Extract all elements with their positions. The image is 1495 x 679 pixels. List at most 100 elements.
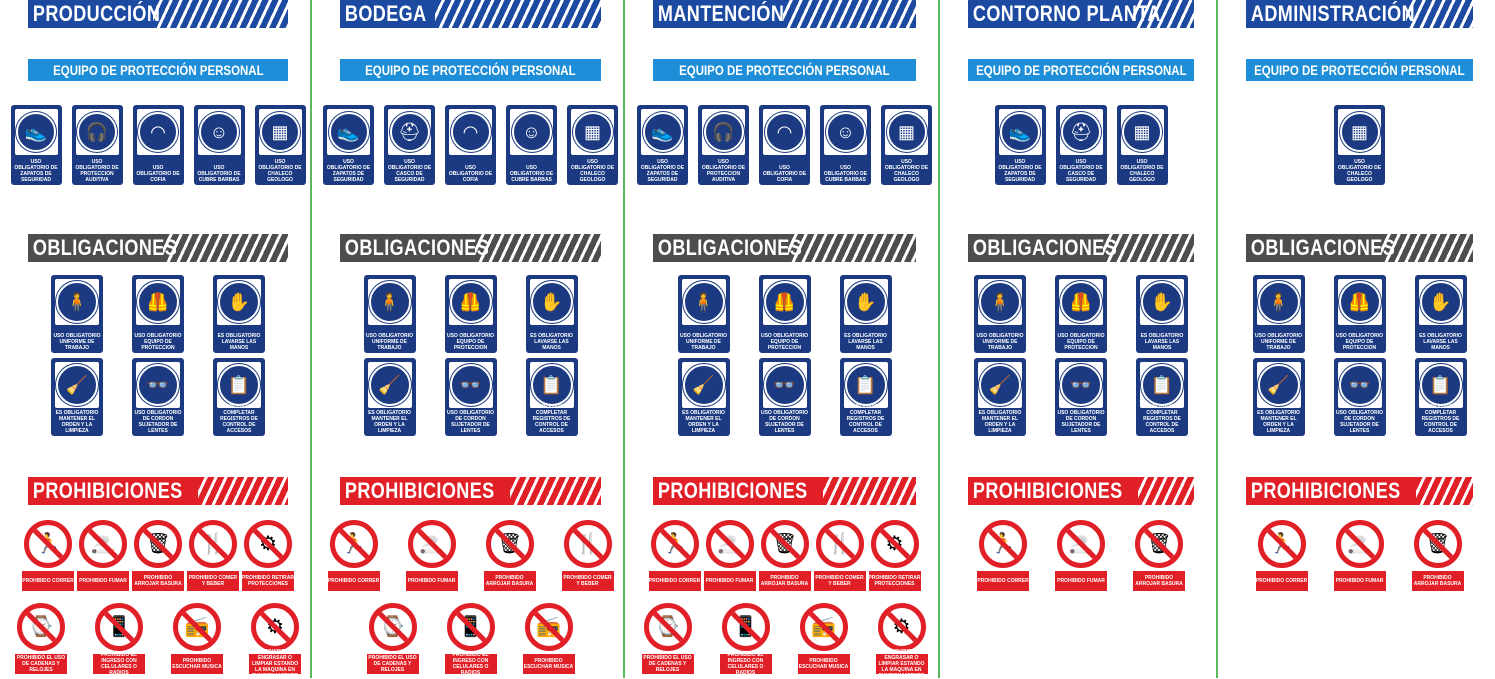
celulares-icon: 📱 bbox=[95, 603, 143, 651]
musica-icon: 📻 bbox=[799, 603, 848, 651]
prohibition-caption: PROHIBIDO ESCUCHAR MUSICA bbox=[522, 654, 575, 674]
sign-pictogram: 👟 bbox=[641, 109, 684, 155]
registros-icon: 📋 bbox=[530, 364, 573, 406]
prohibiciones-banner: PROHIBICIONES bbox=[28, 477, 288, 505]
epp-sign-barbas: ☺ USO OBLIGATORIO DE CUBRE BARBAS bbox=[820, 105, 871, 185]
column-divider bbox=[1216, 0, 1218, 678]
epp-section-header: EQUIPO DE PROTECCIÓN PERSONAL bbox=[1246, 59, 1473, 81]
decorative-stripes bbox=[475, 234, 601, 262]
sign-caption: USO OBLIGATORIO DE ZAPATOS DE SEGURIDAD bbox=[326, 159, 371, 183]
sign-pictogram: 📋 bbox=[1140, 362, 1184, 408]
obligation-sign-uniforme: 🧍 USO OBLIGATORIO UNIFORME DE TRABAJO bbox=[974, 275, 1026, 353]
cofia-icon: ◠ bbox=[764, 112, 805, 152]
sign-pictogram: ✋ bbox=[529, 279, 574, 325]
sign-pictogram: 🧹 bbox=[681, 362, 726, 408]
obligation-sign-lentes: 👓 USO OBLIGATORIO DE CORDON SUJETADOR DE … bbox=[758, 358, 811, 436]
sign-caption: USO OBLIGATORIO DE ZAPATOS DE SEGURIDAD bbox=[998, 159, 1042, 183]
sign-pictogram: ⛑ bbox=[1059, 109, 1103, 155]
equipo-icon: 🦺 bbox=[1060, 281, 1102, 323]
prohibition-caption: PROHIBIDO CORRER bbox=[22, 571, 74, 591]
decorative-stripes bbox=[1406, 0, 1473, 28]
obligaciones-title: OBLIGACIONES bbox=[972, 235, 1118, 260]
prohibition-sign-engrasar: ⚙ PROHIBIDO ENGRASAR O LIMPIAR ESTANDO LA… bbox=[249, 603, 301, 679]
prohibition-caption: PROHIBIDO ARROJAR BASURA bbox=[758, 571, 811, 591]
casco-icon: ⛑ bbox=[1061, 112, 1101, 152]
prohibition-caption: PROHIBIDO COMER Y BEBER bbox=[561, 571, 614, 591]
obligation-sign-uniforme: 🧍 USO OBLIGATORIO UNIFORME DE TRABAJO bbox=[1252, 275, 1305, 353]
pictogram: ⌚ bbox=[28, 616, 54, 638]
fumar-icon: 🚬 bbox=[407, 520, 456, 568]
epp-sign-cofia: ◠ USO OBLIGATORIO DE COFIA bbox=[445, 105, 496, 185]
decorative-stripes bbox=[1381, 234, 1473, 262]
prohibition-sign-protecciones: ⚙ PROHIBIDO RETIRAR PROTECCIONES bbox=[242, 520, 294, 592]
obligation-sign-equipo: 🦺 USO OBLIGATORIO EQUIPO DE PROTECCION bbox=[444, 275, 497, 353]
sign-pictogram: 🧹 bbox=[978, 362, 1022, 408]
epp-sign-chaleco: ▦ USO OBLIGATORIO DE CHALECO GEOLOGO bbox=[567, 105, 618, 185]
area-column: ADMINISTRACIÓN EQUIPO DE PROTECCIÓN PERSO… bbox=[1218, 0, 1495, 678]
pictogram: 📻 bbox=[184, 616, 210, 638]
pictogram: ⚙ bbox=[892, 616, 911, 638]
sign-caption: ES OBLIGATORIO MANTENER EL ORDEN Y LA LI… bbox=[978, 410, 1022, 434]
decorative-stripes bbox=[1103, 234, 1194, 262]
sign-caption: USO OBLIGATORIO DE PROTECCION AUDITIVA bbox=[701, 159, 746, 183]
sign-pictogram: 🧍 bbox=[681, 279, 726, 325]
prohibition-sign-comer: 🍴 PROHIBIDO COMER Y BEBER bbox=[561, 520, 614, 592]
sign-caption: ES OBLIGATORIO MANTENER EL ORDEN Y LA LI… bbox=[682, 410, 725, 434]
area-title-banner: MANTENCIÓN bbox=[653, 0, 916, 28]
sign-caption: ES OBLIGATORIO COMPLETAR REGISTROS DE CO… bbox=[1140, 404, 1184, 434]
prohibition-caption: PROHIBIDO EL INGRESO CON CELULARES O RAD… bbox=[444, 652, 497, 676]
pictogram: 🍴 bbox=[200, 533, 226, 555]
fumar-icon: 🚬 bbox=[1335, 520, 1384, 568]
prohibition-sign-fumar: 🚬 PROHIBIDO FUMAR bbox=[703, 520, 756, 592]
epp-sign-auditiva: 🎧 USO OBLIGATORIO DE PROTECCION AUDITIVA bbox=[698, 105, 749, 185]
prohibition-caption: PROHIBIDO FUMAR bbox=[1055, 571, 1107, 591]
prohibiciones-title: PROHIBICIONES bbox=[972, 478, 1123, 503]
pictogram: 🚬 bbox=[90, 533, 116, 555]
obligation-sign-uniforme: 🧍 USO OBLIGATORIO UNIFORME DE TRABAJO bbox=[677, 275, 730, 353]
sign-caption: USO OBLIGATORIO DE CHALECO GEOLOGO bbox=[258, 159, 302, 183]
lentes-icon: 👓 bbox=[137, 364, 179, 406]
obligation-sign-uniforme: 🧍 USO OBLIGATORIO UNIFORME DE TRABAJO bbox=[51, 275, 103, 353]
comer-icon: 🍴 bbox=[563, 520, 612, 568]
sign-caption: USO OBLIGATORIO EQUIPO DE PROTECCION bbox=[760, 333, 809, 351]
sign-pictogram: 🦺 bbox=[448, 279, 493, 325]
sign-caption: USO OBLIGATORIO DE CUBRE BARBAS bbox=[197, 165, 241, 183]
registros-icon: 📋 bbox=[844, 364, 887, 406]
area-title: BODEGA bbox=[344, 1, 427, 26]
chaleco-icon: ▦ bbox=[886, 112, 927, 152]
epp-sign-chaleco: ▦ USO OBLIGATORIO DE CHALECO GEOLOGO bbox=[1116, 105, 1168, 185]
area-title: ADMINISTRACIÓN bbox=[1250, 1, 1416, 26]
correr-icon: 🏃 bbox=[24, 520, 72, 568]
sign-pictogram: 🎧 bbox=[702, 109, 745, 155]
casco-icon: ⛑ bbox=[389, 112, 430, 152]
protecciones-icon: ⚙ bbox=[870, 520, 919, 568]
chaleco-icon: ▦ bbox=[1339, 112, 1380, 152]
obligaciones-title: OBLIGACIONES bbox=[32, 235, 178, 260]
prohibition-sign-correr: 🏃 PROHIBIDO CORRER bbox=[327, 520, 380, 592]
decorative-stripes bbox=[510, 477, 601, 505]
chaleco-icon: ▦ bbox=[1122, 112, 1162, 152]
decorative-stripes bbox=[198, 477, 288, 505]
sign-caption: ES OBLIGATORIO MANTENER EL ORDEN Y LA LI… bbox=[1257, 410, 1300, 434]
sign-caption: USO OBLIGATORIO EQUIPO DE PROTECCION bbox=[446, 333, 495, 351]
prohibition-sign-basura: 🗑 PROHIBIDO ARROJAR BASURA bbox=[1411, 520, 1464, 592]
barbas-icon: ☺ bbox=[511, 112, 552, 152]
pictogram: 📱 bbox=[106, 616, 132, 638]
correr-icon: 🏃 bbox=[329, 520, 378, 568]
basura-icon: 🗑 bbox=[1135, 520, 1183, 568]
prohibition-sign-comer: 🍴 PROHIBIDO COMER Y BEBER bbox=[187, 520, 239, 592]
obligaciones-banner: OBLIGACIONES bbox=[340, 234, 601, 262]
sign-pictogram: 🧍 bbox=[1256, 279, 1301, 325]
sign-caption: USO OBLIGATORIO DE COFIA bbox=[762, 165, 807, 183]
prohibition-sign-celulares: 📱 PROHIBIDO EL INGRESO CON CELULARES O RA… bbox=[93, 603, 145, 676]
epp-section-title: EQUIPO DE PROTECCIÓN PERSONAL bbox=[975, 62, 1187, 78]
sign-pictogram: 🧹 bbox=[55, 362, 99, 408]
decorative-stripes bbox=[788, 234, 916, 262]
prohibition-caption: PROHIBIDO CORRER bbox=[977, 571, 1029, 591]
sign-pictogram: 🧹 bbox=[1256, 362, 1301, 408]
column-divider bbox=[938, 0, 940, 678]
prohibiciones-title: PROHIBICIONES bbox=[344, 478, 495, 503]
sign-caption: USO OBLIGATORIO DE PROTECCION AUDITIVA bbox=[75, 159, 119, 183]
prohibition-caption: PROHIBIDO RETIRAR PROTECCIONES bbox=[242, 571, 294, 591]
prohibition-sign-cadenas: ⌚ PROHIBIDO EL USO DE CADENAS Y RELOJES bbox=[641, 603, 694, 675]
